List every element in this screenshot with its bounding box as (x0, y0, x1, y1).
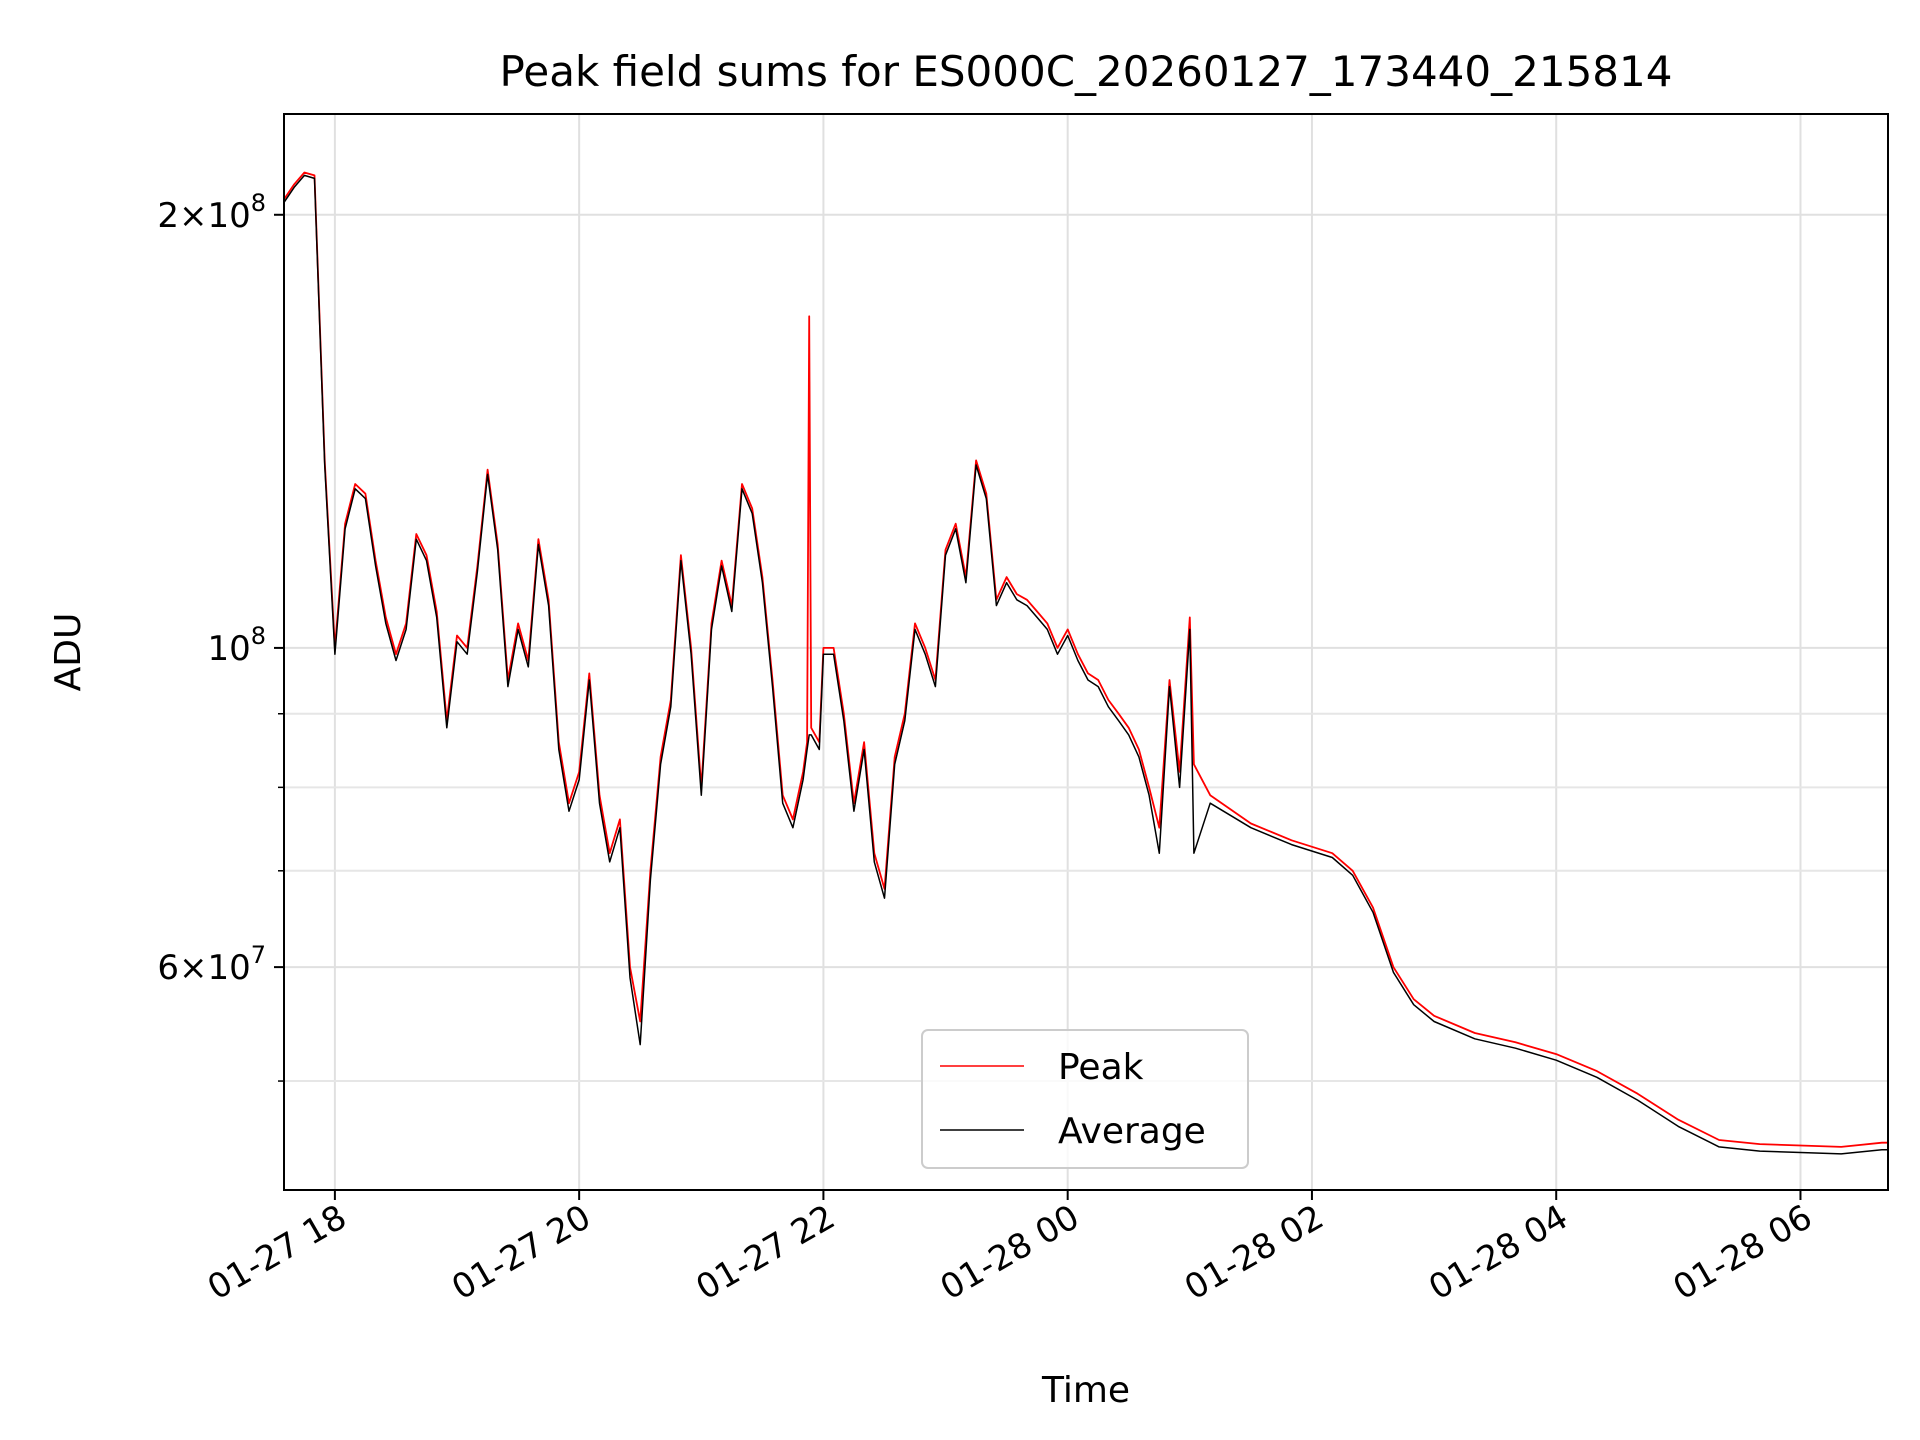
y-axis: 2×108 108 6×107 (157, 189, 284, 1082)
plot-series (284, 171, 1888, 1155)
chart-title: Peak field sums for ES000C_20260127_1734… (500, 47, 1673, 96)
legend-label-peak: Peak (1058, 1047, 1144, 1088)
legend: Peak Average (921, 1029, 1249, 1169)
plot-frame (283, 113, 1889, 1191)
y-tick-label: 6×107 (157, 941, 266, 988)
y-axis-label: ADU (48, 613, 89, 692)
series-line-average (284, 174, 1888, 1155)
legend-label-average: Average (1058, 1111, 1206, 1152)
y-tick-label: 108 (207, 622, 266, 669)
legend-box (921, 1029, 1249, 1169)
y-tick-label: 2×108 (157, 189, 266, 236)
x-axis-label: Time (1041, 1370, 1130, 1411)
